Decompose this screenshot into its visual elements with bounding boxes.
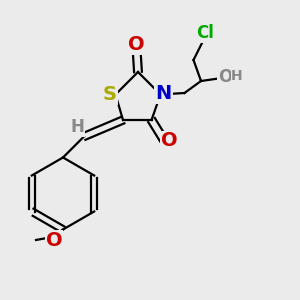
Text: O: O <box>160 131 177 151</box>
Text: O: O <box>128 35 145 55</box>
Text: S: S <box>103 85 117 104</box>
Text: H: H <box>70 118 84 136</box>
Text: Cl: Cl <box>196 24 214 42</box>
Text: O: O <box>46 230 62 250</box>
Text: N: N <box>155 84 172 103</box>
Text: H: H <box>231 70 243 83</box>
Text: O: O <box>218 68 232 85</box>
